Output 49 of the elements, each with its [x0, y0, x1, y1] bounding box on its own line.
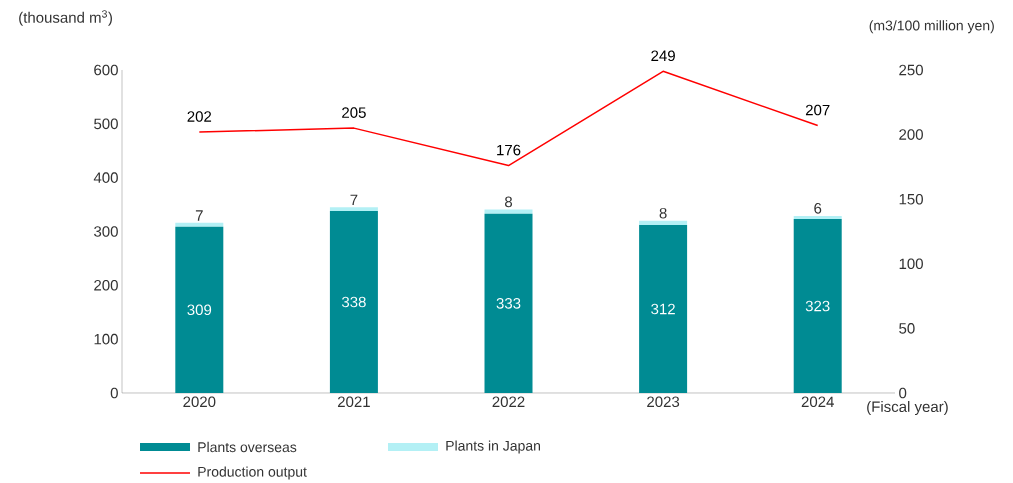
y-axis-title: (thousand m$^{3}$)	[19, 10, 112, 26]
bar	[793, 215, 842, 220]
bar	[484, 213, 533, 393]
x-tick-label: 2023	[647, 396, 680, 408]
data-label: 207	[805, 104, 830, 116]
bar	[484, 209, 533, 214]
data-label: 205	[342, 107, 366, 118]
y2-tick-label: 150	[899, 193, 923, 205]
bar	[639, 220, 688, 226]
y-tick-label: 100	[94, 333, 118, 345]
data-label: 6	[814, 203, 822, 214]
y2-tick-label: 250	[899, 64, 923, 76]
data-label: 8	[659, 207, 667, 219]
y-tick-label: 200	[94, 280, 118, 291]
bar	[639, 225, 688, 393]
x-tick-label: 2024	[801, 396, 834, 408]
data-label: 333	[496, 298, 521, 309]
y-tick-label: 400	[93, 172, 118, 183]
y2-tick-label: 200	[899, 129, 923, 140]
data-label: 338	[341, 296, 366, 308]
data-label: 249	[651, 50, 675, 62]
data-label: 176	[497, 144, 521, 156]
data-label: 202	[187, 111, 212, 122]
bar	[175, 222, 224, 227]
data-label: 7	[350, 194, 358, 206]
legend-label: Plants overseas	[198, 441, 297, 453]
y-tick-label: 0	[110, 387, 118, 399]
y-tick-label: 500	[94, 118, 118, 130]
data-label: 312	[651, 303, 675, 315]
x-tick-label: 2020	[183, 396, 216, 408]
legend-label: Plants in Japan	[446, 440, 540, 454]
x-axis-title: (Fiscal year)	[867, 400, 948, 415]
y2-tick-label: 100	[899, 258, 923, 270]
bar	[175, 226, 224, 393]
data-label: 309	[187, 304, 212, 316]
y2-tick-label: 50	[899, 323, 915, 334]
y-tick-label: 600	[94, 64, 118, 76]
legend-label: Production output	[198, 466, 307, 480]
bar	[329, 211, 378, 393]
bar	[793, 219, 842, 393]
y2-tick-label: 0	[899, 387, 907, 399]
data-label: 323	[805, 300, 830, 312]
data-label: 7	[195, 210, 203, 221]
x-tick-label: 2022	[492, 396, 525, 408]
y2-axis-title: (m3/100 million yen)	[869, 20, 994, 34]
data-label: 8	[505, 196, 513, 208]
bar	[329, 207, 378, 212]
y-tick-label: 300	[94, 226, 118, 237]
x-tick-label: 2021	[337, 396, 370, 408]
